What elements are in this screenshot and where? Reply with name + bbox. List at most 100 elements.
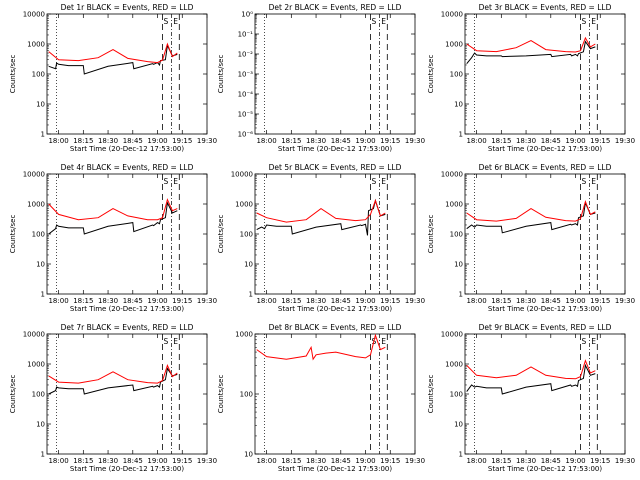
- chart-title: Det 7r BLACK = Events, RED = LLD: [61, 323, 194, 332]
- y-tick-label: 1: [459, 131, 463, 139]
- chart-title: Det 3r BLACK = Events, RED = LLD: [479, 3, 612, 12]
- chart-title: Det 2r BLACK = Events, RED = LLD: [269, 3, 402, 12]
- x-tick-label: 19:00: [355, 457, 375, 465]
- y-tick-label: 1000: [445, 41, 463, 49]
- series-events: [466, 40, 596, 65]
- y-tick-label: 10⁻³: [238, 71, 254, 79]
- y-axis-label: Counts/sec: [217, 215, 225, 254]
- x-tick-label: 19:00: [147, 137, 167, 145]
- y-tick-label: 10000: [441, 331, 463, 339]
- series-events: [256, 198, 386, 236]
- x-tick-label: 18:45: [331, 137, 351, 145]
- plot-frame: [46, 13, 208, 135]
- x-tick-label: 18:00: [48, 297, 68, 305]
- x-tick-label: 18:30: [516, 457, 536, 465]
- x-axis-label: Start Time (20-Dec-12 17:53:00): [278, 465, 392, 473]
- y-tick-label: 1000: [235, 201, 253, 209]
- chart-panel-6: Det 6r BLACK = Events, RED = LLD 1 10 100 10…: [427, 163, 635, 313]
- x-tick-label: 19:15: [590, 297, 610, 305]
- series-lld: [48, 364, 178, 384]
- series-events: [48, 367, 178, 395]
- y-tick-label: 1: [459, 291, 463, 299]
- series-events: [466, 363, 596, 395]
- plot-frame: [464, 13, 626, 135]
- x-tick-label: 18:00: [256, 457, 276, 465]
- x-tick-label: 19:30: [615, 457, 635, 465]
- marker-start: S: [581, 17, 586, 26]
- y-tick-label: 10000: [23, 171, 45, 179]
- y-tick-label: 100: [32, 391, 45, 399]
- y-tick-label: 10⁻⁵: [238, 111, 254, 119]
- marker-start: S: [163, 177, 168, 186]
- y-tick-label: 100: [32, 231, 45, 239]
- x-axis-label: Start Time (20-Dec-12 17:53:00): [488, 305, 602, 313]
- x-tick-label: 19:00: [147, 457, 167, 465]
- y-tick-label: 1: [41, 291, 45, 299]
- x-tick-label: 18:00: [466, 297, 486, 305]
- x-tick-label: 18:45: [123, 137, 143, 145]
- x-tick-label: 19:30: [615, 297, 635, 305]
- chart-title: Det 6r BLACK = Events, RED = LLD: [479, 163, 612, 172]
- y-tick-label: 1000: [445, 201, 463, 209]
- y-tick-label: 1: [249, 291, 253, 299]
- y-axis-label: Counts/sec: [9, 215, 17, 254]
- series-events: [48, 43, 178, 75]
- plot-frame: [46, 333, 208, 455]
- y-tick-label: 1000: [27, 41, 45, 49]
- x-tick-label: 19:00: [355, 137, 375, 145]
- series-lld: [256, 199, 386, 223]
- chart-title: Det 1r BLACK = Events, RED = LLD: [61, 3, 194, 12]
- x-tick-label: 19:15: [172, 457, 192, 465]
- x-axis-label: Start Time (20-Dec-12 17:53:00): [70, 145, 184, 153]
- x-tick-label: 18:00: [48, 457, 68, 465]
- x-tick-label: 18:15: [73, 297, 93, 305]
- y-axis-label: Counts/sec: [217, 375, 225, 414]
- chart-panel-2: Det 2r BLACK = Events, RED = LLD 10⁻⁶ 10⁻⁵…: [217, 3, 425, 153]
- x-tick-label: 19:00: [565, 297, 585, 305]
- x-tick-label: 19:15: [380, 457, 400, 465]
- x-tick-label: 19:00: [147, 297, 167, 305]
- x-tick-label: 18:30: [306, 457, 326, 465]
- y-tick-label: 10⁻⁴: [238, 91, 254, 99]
- x-tick-label: 19:30: [197, 457, 217, 465]
- y-tick-label: 10⁻²: [238, 51, 254, 59]
- x-tick-label: 18:00: [256, 137, 276, 145]
- x-axis-label: Start Time (20-Dec-12 17:53:00): [70, 305, 184, 313]
- series-events: [48, 201, 178, 235]
- x-tick-label: 19:00: [565, 457, 585, 465]
- x-tick-label: 19:15: [172, 297, 192, 305]
- y-tick-label: 100: [240, 391, 253, 399]
- y-tick-label: 10⁻⁶: [238, 131, 254, 139]
- marker-end: E: [591, 337, 596, 346]
- chart-panel-1: Det 1r BLACK = Events, RED = LLD 1 10 100 10…: [9, 3, 217, 153]
- series-lld: [466, 36, 596, 53]
- x-tick-label: 18:30: [516, 297, 536, 305]
- chart-title: Det 8r BLACK = Events, RED = LLD: [269, 323, 402, 332]
- x-tick-label: 18:15: [73, 457, 93, 465]
- x-axis-label: Start Time (20-Dec-12 17:53:00): [488, 465, 602, 473]
- y-tick-label: 10000: [231, 171, 253, 179]
- plot-frame: [46, 173, 208, 295]
- x-tick-label: 18:30: [98, 457, 118, 465]
- y-tick-label: 10⁻¹: [238, 31, 254, 39]
- y-tick-label: 10: [36, 421, 45, 429]
- plot-frame: [464, 333, 626, 455]
- y-tick-label: 1: [41, 131, 45, 139]
- y-tick-label: 10: [36, 261, 45, 269]
- y-tick-label: 100: [450, 71, 463, 79]
- marker-end: E: [381, 337, 386, 346]
- y-axis-label: Counts/sec: [427, 215, 435, 254]
- x-axis-label: Start Time (20-Dec-12 17:53:00): [70, 465, 184, 473]
- x-tick-label: 19:30: [197, 297, 217, 305]
- x-tick-label: 18:45: [331, 297, 351, 305]
- marker-start: S: [163, 337, 168, 346]
- marker-start: S: [163, 17, 168, 26]
- marker-start: S: [371, 17, 376, 26]
- y-tick-label: 10000: [441, 171, 463, 179]
- y-axis-label: Counts/sec: [217, 55, 225, 94]
- y-tick-label: 100: [450, 391, 463, 399]
- x-tick-label: 18:15: [491, 457, 511, 465]
- plot-frame: [464, 173, 626, 295]
